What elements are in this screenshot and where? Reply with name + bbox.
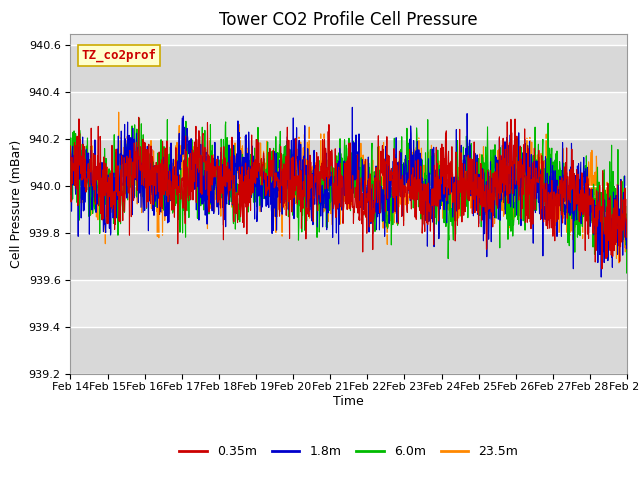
Bar [70, 92, 627, 139]
Title: Tower CO2 Profile Cell Pressure: Tower CO2 Profile Cell Pressure [220, 11, 478, 29]
Y-axis label: Cell Pressure (mBar): Cell Pressure (mBar) [10, 140, 23, 268]
Bar [70, 45, 627, 92]
Bar [70, 280, 627, 327]
Bar [70, 186, 627, 233]
Legend: 0.35m, 1.8m, 6.0m, 23.5m: 0.35m, 1.8m, 6.0m, 23.5m [174, 440, 524, 463]
Bar [70, 139, 627, 186]
X-axis label: Time: Time [333, 395, 364, 408]
Bar [70, 233, 627, 280]
Text: TZ_co2prof: TZ_co2prof [81, 49, 157, 62]
Bar [70, 327, 627, 374]
